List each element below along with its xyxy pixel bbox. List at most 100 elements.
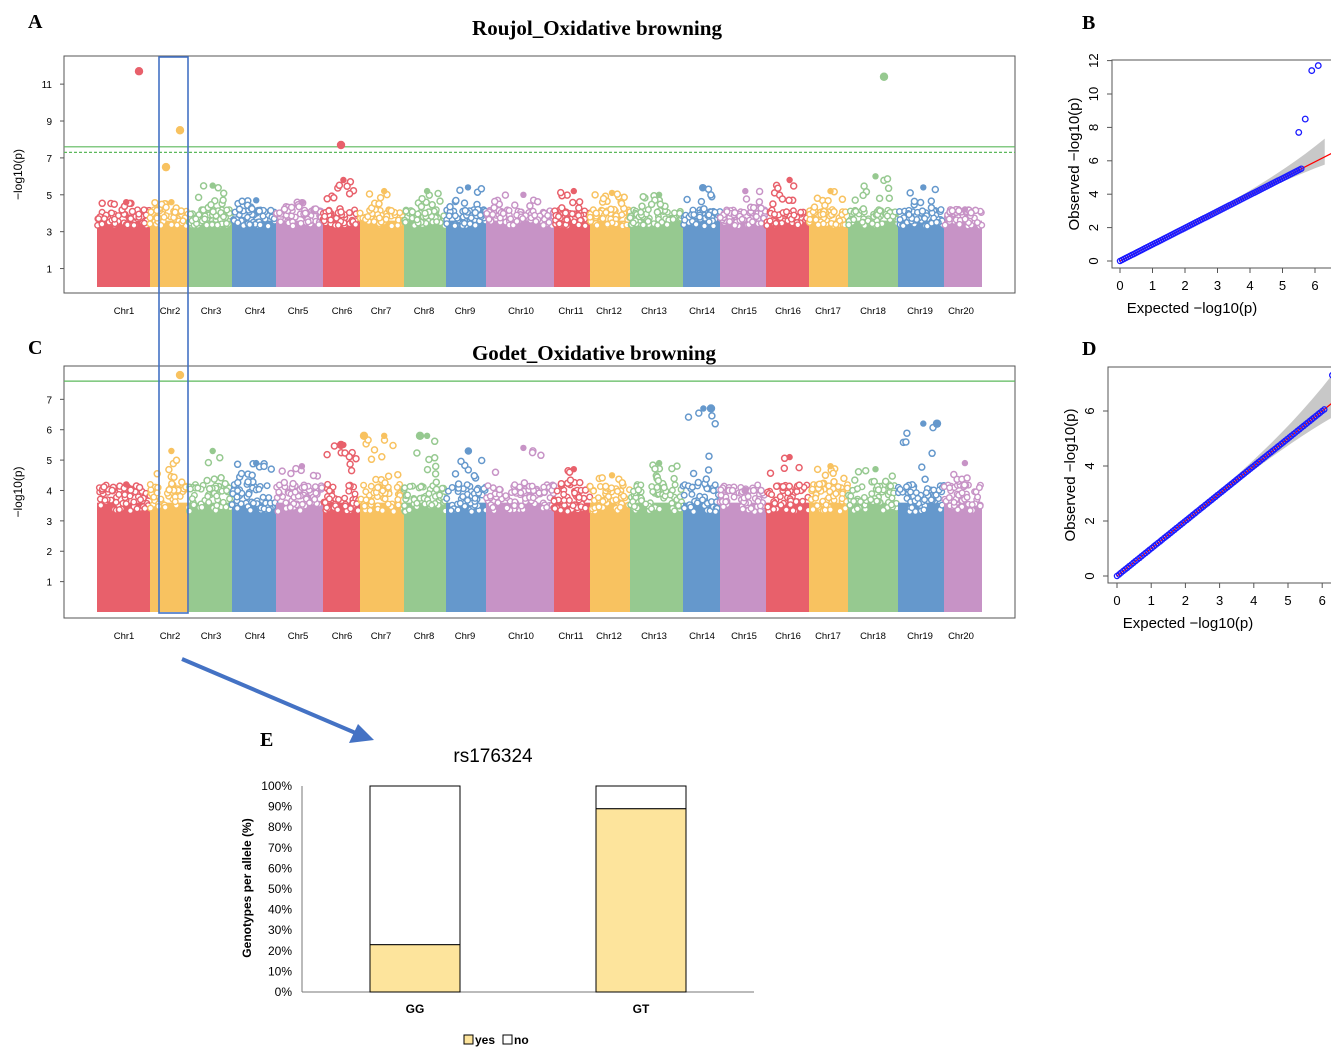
snp-point [477,185,486,193]
snp-point [681,216,689,224]
snp-point [520,444,527,452]
snp-point [827,463,834,470]
snp-point [162,203,170,212]
snp-point [920,420,927,427]
snp-point [112,498,120,506]
snp-point [233,460,242,469]
x-tick-label: Chr10 [508,306,534,317]
snp-point [563,216,571,224]
snp-point [289,479,297,488]
snp-point [374,483,382,492]
snp-point [346,460,354,468]
bar-yes-gt [595,808,687,993]
snp-band-chr14 [683,502,720,612]
snp-point [260,462,268,471]
snp-point [757,204,765,213]
snp-point [237,469,246,478]
snp-point [97,501,105,509]
snp-point [738,215,746,223]
y-tick-label: 5 [46,456,52,467]
x-tick-label: Chr20 [948,631,974,642]
y-tick-label: 30% [268,923,292,937]
snp-point [366,507,374,515]
snp-point [705,452,713,460]
x-tick-label: Chr16 [775,306,801,317]
x-tick-label: Chr5 [288,306,309,317]
y-axis-label: −log10(p) [11,466,25,517]
snp-point [381,479,389,487]
x-tick-label: GG [406,1002,425,1016]
snp-point [575,204,583,212]
snp-point [464,184,472,191]
snp-point [280,478,289,487]
x-tick-label: Chr14 [689,306,715,317]
y-tick-label: 1 [46,265,52,276]
snp-point [135,483,144,492]
snp-band-chr11 [554,220,590,287]
snp-point [413,449,421,457]
snp-band-chr18 [848,502,898,612]
snp-point [885,194,894,202]
snp-point [256,221,264,229]
snp-point [249,499,257,507]
snp-band-chr11 [554,502,590,612]
snp-band-chr20 [944,220,982,287]
snp-point [126,486,135,494]
snp-point [955,207,963,215]
snp-point [267,206,275,215]
snp-point [345,482,353,490]
snp-point [454,480,463,488]
snp-point [192,215,200,223]
snp-point [830,478,838,486]
y-tick-label: 20% [268,944,292,958]
top-hit-chr8 [415,431,425,440]
snp-point [235,205,244,213]
snp-point [838,195,847,204]
snp-point [171,208,179,216]
panel-letter-c: C [28,337,42,359]
snp-point [560,490,568,498]
x-tick-label: Chr9 [455,631,476,642]
snp-point [960,481,969,489]
snp-point [511,201,519,209]
snp-point [381,187,388,195]
snp-point [136,496,144,504]
snp-point [655,191,663,198]
snp-point [477,456,486,465]
snp-point [108,209,116,217]
snp-point [620,492,628,500]
snp-point [452,196,460,205]
snp-point [670,474,678,483]
snp-point [464,447,472,455]
snp-point [526,202,534,210]
snp-point [902,438,910,446]
snp-point [473,486,481,494]
snp-point [267,465,276,473]
snp-point [739,505,747,513]
top-hit-chr6 [336,140,346,150]
snp-point [945,494,953,502]
x-tick-label: Chr19 [907,631,933,642]
snp-point [692,220,700,228]
x-tick-label: Chr1 [114,631,135,642]
snp-point [404,491,412,499]
snp-point [443,220,451,228]
snp-point [518,502,526,510]
snp-point [754,497,762,505]
x-tick-label: Chr6 [332,631,353,642]
snp-point [421,209,429,217]
snp-point [595,503,603,511]
snp-point [680,491,688,499]
snp-point [190,501,198,509]
snp-point [888,472,897,480]
y-tick-label: 4 [1082,462,1097,469]
snp-point [147,208,155,216]
snp-point [568,210,576,218]
legend-label-no: no [514,1033,529,1047]
snp-point [558,204,566,212]
x-axis: Chr1 Chr2 Chr3 Chr4 Chr5 Chr6 Chr7 Chr8 Chr9 Chr1… [114,631,974,642]
snp-point [511,481,519,489]
x-tick-label: 4 [1246,278,1253,293]
snp-point [448,484,456,492]
snp-point [387,207,396,215]
